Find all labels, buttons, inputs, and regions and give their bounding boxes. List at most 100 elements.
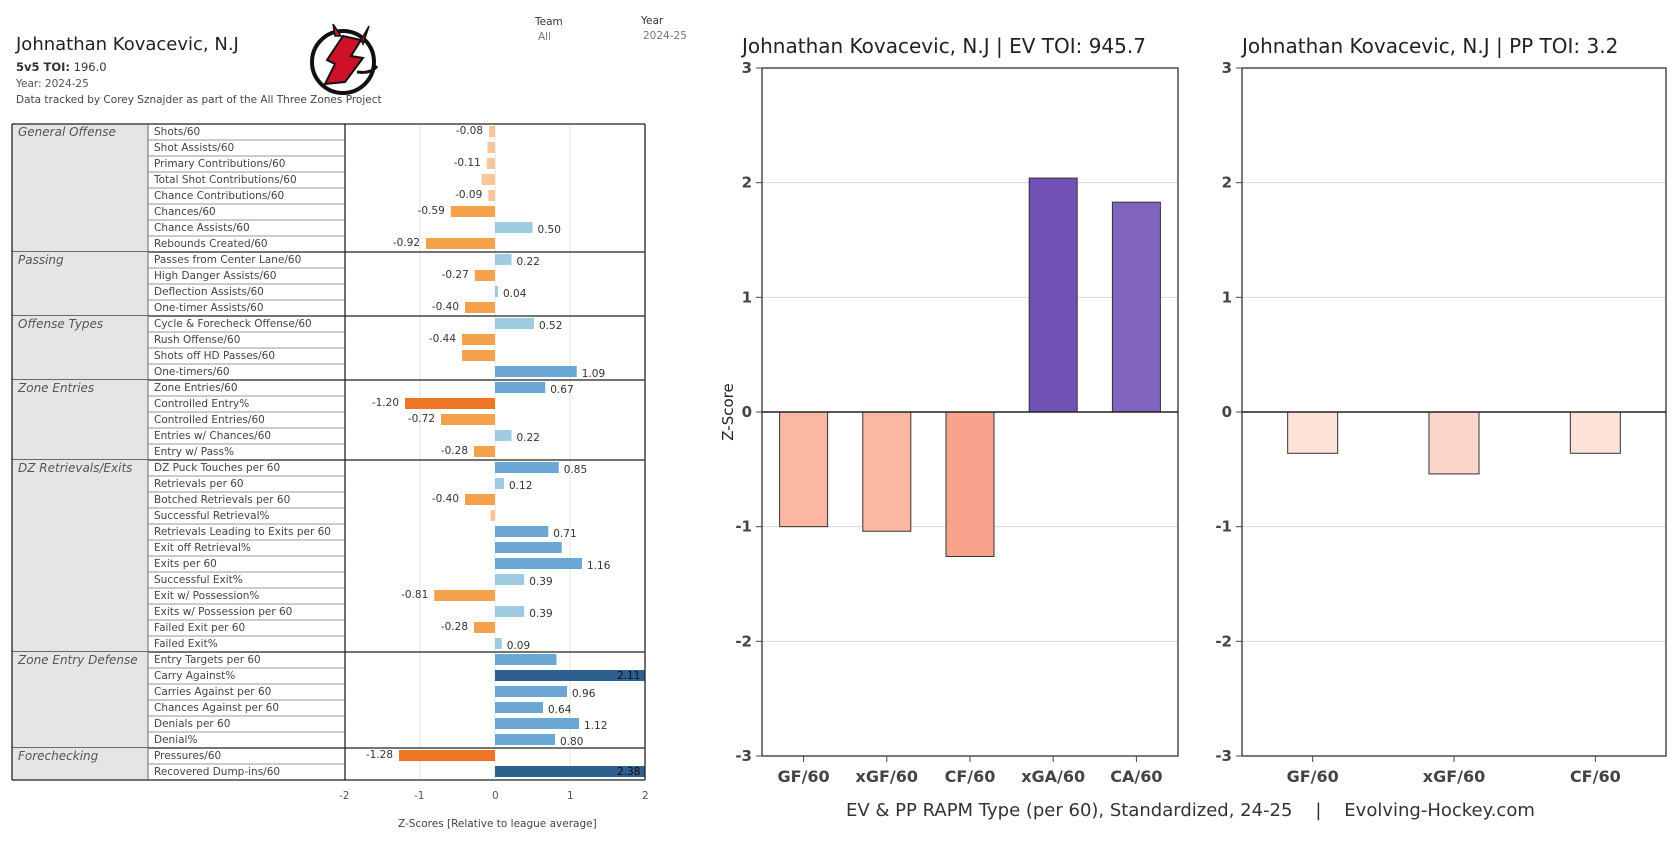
year-line: Year: 2024-25 [16, 78, 89, 90]
x-tick-label: 0 [492, 790, 499, 802]
bar [862, 411, 912, 532]
bar-value-label: -0.11 [453, 157, 481, 169]
metric-label: Exit w/ Possession% [154, 590, 260, 602]
bar-value-label: -1.28 [365, 749, 393, 761]
metric-label: Chances Against per 60 [154, 702, 280, 714]
y-tick-label: 2 [742, 174, 752, 192]
bar [1428, 411, 1480, 475]
y-tick-label: -2 [735, 632, 752, 650]
bar [495, 542, 562, 553]
bar [481, 174, 495, 185]
bar-value-label: -0.81 [401, 589, 429, 601]
bar-value-label: -0.28 [440, 621, 468, 633]
bar [1111, 201, 1161, 413]
x-tick-label: xGF/60 [856, 767, 919, 786]
bar [495, 686, 567, 697]
bar [1287, 411, 1339, 454]
bar [495, 462, 559, 473]
bar [465, 302, 495, 313]
metric-label: Rush Offense/60 [154, 334, 241, 346]
x-tick-label: GF/60 [1287, 767, 1339, 786]
metric-label: Retrievals per 60 [154, 478, 244, 490]
bar [426, 238, 495, 249]
toi-value: 196.0 [73, 60, 107, 74]
metric-label: One-timers/60 [154, 366, 230, 378]
bar-value-label: 0.67 [550, 384, 574, 396]
bar-value-label: 0.64 [548, 704, 572, 716]
year-filter[interactable]: Year 2024-25 [641, 15, 687, 42]
category-label: Zone Entry Defense [18, 653, 138, 667]
bar-value-label: 0.50 [537, 224, 561, 236]
bar-value-label: -0.09 [455, 189, 483, 201]
bar [495, 478, 504, 489]
bar [495, 702, 543, 713]
y-tick-label: 0 [742, 403, 752, 421]
x-tick-label: -2 [339, 790, 350, 802]
bar [495, 718, 579, 729]
year-filter-label: Year [641, 15, 664, 27]
category-cell [12, 252, 148, 316]
bar [490, 510, 495, 521]
metric-label: Recovered Dump-ins/60 [154, 766, 281, 778]
toi-label: 5v5 TOI: [16, 60, 71, 74]
category-label: General Offense [18, 125, 116, 139]
y-tick-label: -3 [1215, 747, 1232, 765]
category-cell [12, 316, 148, 380]
bar-value-label: -0.08 [455, 125, 483, 137]
bar-value-label: 0.09 [506, 640, 531, 652]
x-tick-label: GF/60 [778, 767, 830, 786]
bar-value-label: -0.40 [431, 301, 459, 313]
x-tick-label: CA/60 [1110, 767, 1162, 786]
bar-value-label: 1.09 [581, 368, 606, 380]
team-filter[interactable]: Team All [535, 16, 563, 43]
metric-label: Pressures/60 [154, 750, 222, 762]
metric-label: High Danger Assists/60 [154, 270, 277, 282]
metric-label: Passes from Center Lane/60 [154, 254, 302, 266]
bar-value-label: 0.22 [516, 432, 540, 444]
y-tick-label: -2 [1215, 632, 1232, 650]
bar-value-label: -0.72 [407, 413, 435, 425]
bar-value-label: 0.04 [503, 288, 527, 300]
metric-label: Exits w/ Possession per 60 [154, 606, 293, 618]
x-tick-label: xGA/60 [1021, 767, 1085, 786]
x-tick-label: CF/60 [1570, 767, 1621, 786]
metric-label: Controlled Entry% [154, 398, 250, 410]
metric-label: Exit off Retrieval% [154, 542, 251, 554]
player-name: Johnathan Kovacevic, N.J [16, 34, 239, 55]
y-tick-label: -1 [735, 518, 752, 536]
bar-value-label: 0.80 [560, 736, 584, 748]
metric-label: Rebounds Created/60 [154, 238, 268, 250]
metric-label: Primary Contributions/60 [154, 158, 286, 170]
team-filter-label: Team [535, 16, 563, 28]
y-tick-label: 3 [1222, 59, 1232, 77]
bar [495, 606, 525, 617]
bar [474, 270, 495, 281]
bar [495, 286, 498, 297]
bar [1028, 177, 1078, 413]
metric-label: One-timer Assists/60 [154, 302, 264, 314]
bar [495, 254, 512, 265]
metric-label: Successful Retrieval% [154, 510, 270, 522]
bar [486, 158, 495, 169]
bar-value-label: -0.27 [441, 269, 469, 281]
bar-value-label: -1.20 [371, 397, 399, 409]
metric-label: Entry Targets per 60 [154, 654, 261, 666]
bar [434, 590, 495, 601]
year-filter-value[interactable]: 2024-25 [643, 30, 687, 42]
metric-label: Chance Assists/60 [154, 222, 250, 234]
y-tick-label: 1 [742, 288, 752, 306]
bar-value-label: 1.12 [584, 720, 608, 732]
metric-label: Shots/60 [154, 126, 201, 138]
metric-label: DZ Puck Touches per 60 [154, 462, 281, 474]
metric-label: Botched Retrievals per 60 [154, 494, 291, 506]
x-axis-label: Z-Scores [Relative to league average] [398, 818, 597, 830]
bar-value-label: -0.59 [417, 205, 445, 217]
bar-value-label: 2.38 [617, 766, 641, 778]
metric-label: Chances/60 [154, 206, 216, 218]
bar-value-label: -0.44 [428, 333, 456, 345]
bar [495, 318, 534, 329]
team-filter-value[interactable]: All [538, 31, 552, 43]
team-logo [310, 23, 379, 95]
